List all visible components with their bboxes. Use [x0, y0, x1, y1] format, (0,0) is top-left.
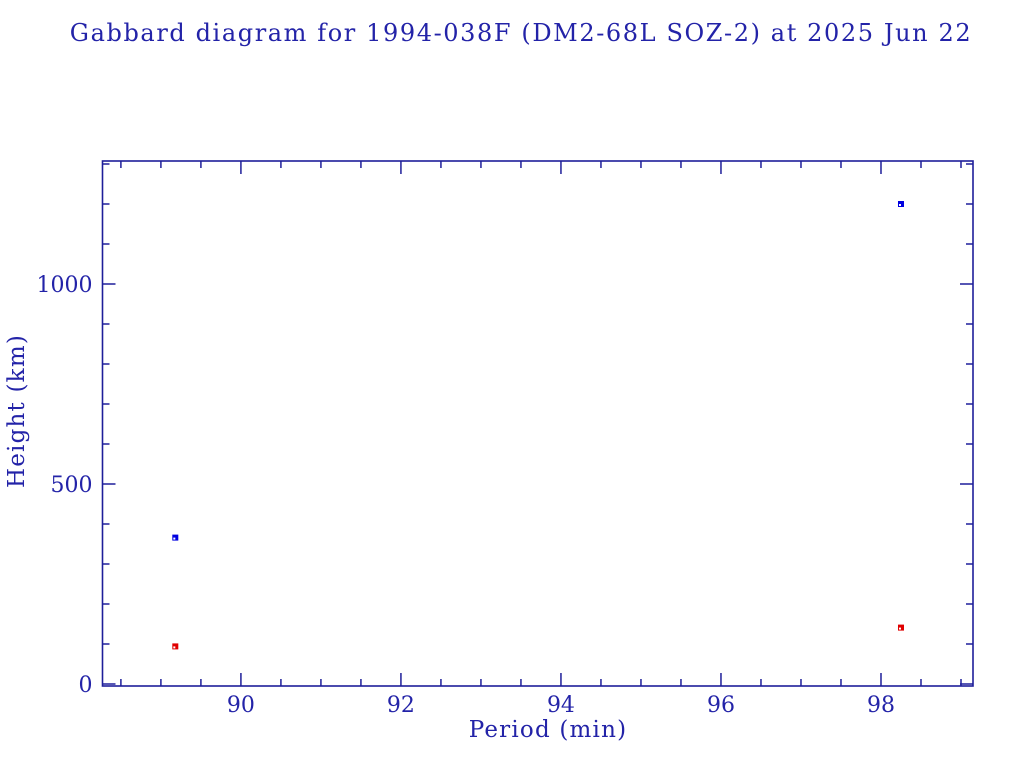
x-axis-label: Period (min): [468, 717, 628, 743]
marker-perigee-notch: [898, 627, 901, 630]
plot-frame: [101, 160, 974, 687]
y-tick-label: 0: [79, 673, 93, 698]
marker-apogee-notch: [898, 204, 901, 206]
x-tick-label: 94: [547, 693, 575, 718]
x-tick-label: 90: [227, 693, 255, 718]
y-tick-label: 500: [51, 473, 93, 498]
marker-apogee-notch: [173, 537, 176, 540]
marker-perigee-notch: [173, 646, 176, 649]
x-tick-label: 96: [707, 693, 735, 718]
x-tick-label: 92: [387, 693, 415, 718]
chart-title: Gabbard diagram for 1994-038F (DM2-68L S…: [69, 19, 973, 47]
y-tick-label: 1000: [37, 273, 93, 298]
x-tick-label: 98: [867, 693, 895, 718]
